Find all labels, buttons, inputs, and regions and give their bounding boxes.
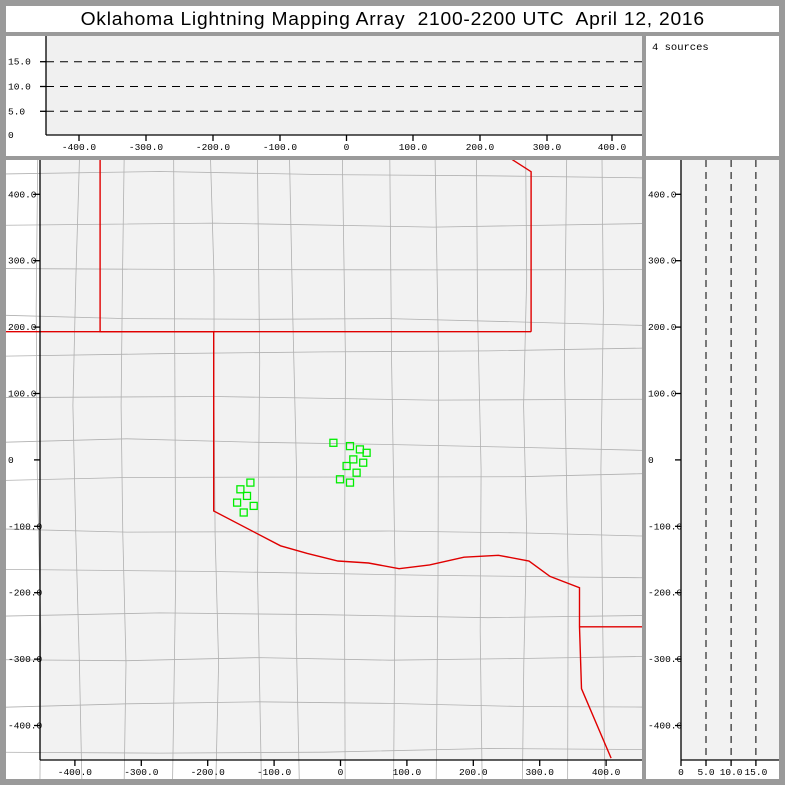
svg-text:-100.0: -100.0 <box>8 521 43 532</box>
svg-text:5.0: 5.0 <box>8 106 25 117</box>
svg-text:200.0: 200.0 <box>459 767 488 778</box>
svg-text:0: 0 <box>8 455 14 466</box>
svg-text:200.0: 200.0 <box>466 142 495 153</box>
svg-text:200.0: 200.0 <box>648 322 677 333</box>
svg-text:300.0: 300.0 <box>648 256 677 267</box>
svg-text:10.0: 10.0 <box>720 767 743 778</box>
svg-text:-100.0: -100.0 <box>257 767 292 778</box>
svg-text:100.0: 100.0 <box>8 389 37 400</box>
svg-text:100.0: 100.0 <box>399 142 428 153</box>
svg-text:100.0: 100.0 <box>393 767 422 778</box>
svg-text:-100.0: -100.0 <box>648 521 683 532</box>
svg-text:-100.0: -100.0 <box>263 142 298 153</box>
svg-text:0: 0 <box>338 767 344 778</box>
svg-text:-400.0: -400.0 <box>58 767 93 778</box>
svg-text:5.0: 5.0 <box>697 767 714 778</box>
svg-text:300.0: 300.0 <box>8 256 37 267</box>
svg-text:0: 0 <box>344 142 350 153</box>
svg-text:400.0: 400.0 <box>8 189 37 200</box>
svg-text:-300.0: -300.0 <box>124 767 159 778</box>
svg-text:300.0: 300.0 <box>533 142 562 153</box>
svg-text:0: 0 <box>678 767 684 778</box>
svg-text:0: 0 <box>648 455 654 466</box>
svg-text:-400.0: -400.0 <box>648 721 683 732</box>
svg-text:-300.0: -300.0 <box>8 654 43 665</box>
svg-text:-400.0: -400.0 <box>8 721 43 732</box>
svg-text:400.0: 400.0 <box>598 142 627 153</box>
svg-text:10.0: 10.0 <box>8 82 31 93</box>
svg-text:15.0: 15.0 <box>8 57 31 68</box>
svg-text:0: 0 <box>8 130 14 141</box>
svg-text:-400.0: -400.0 <box>62 142 97 153</box>
svg-text:-200.0: -200.0 <box>191 767 226 778</box>
svg-text:-200.0: -200.0 <box>648 588 683 599</box>
svg-text:100.0: 100.0 <box>648 389 677 400</box>
svg-text:300.0: 300.0 <box>525 767 554 778</box>
svg-text:-200.0: -200.0 <box>8 588 43 599</box>
svg-text:400.0: 400.0 <box>648 189 677 200</box>
svg-text:400.0: 400.0 <box>592 767 621 778</box>
svg-text:-300.0: -300.0 <box>648 654 683 665</box>
svg-text:15.0: 15.0 <box>744 767 767 778</box>
svg-text:-300.0: -300.0 <box>129 142 164 153</box>
svg-text:200.0: 200.0 <box>8 322 37 333</box>
svg-text:-200.0: -200.0 <box>196 142 231 153</box>
